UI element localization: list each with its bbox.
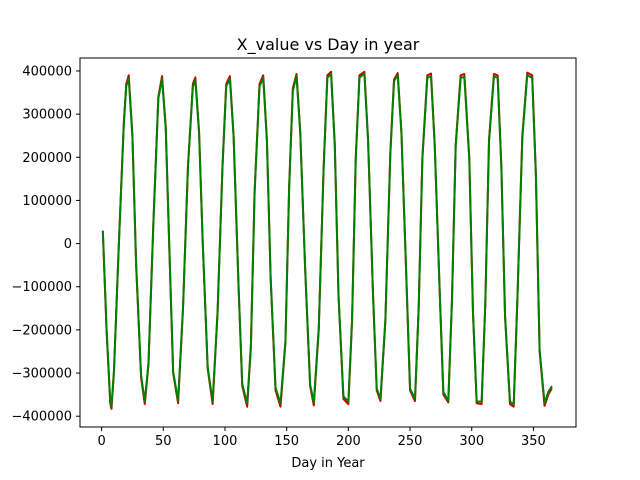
x-tick-label: 50 xyxy=(155,434,172,449)
plot-area xyxy=(79,57,577,428)
x-tick-label: 0 xyxy=(97,434,105,449)
y-tick-label: −100000 xyxy=(11,280,72,295)
y-tick-label: −300000 xyxy=(11,367,72,382)
x-tick-label: 250 xyxy=(398,434,423,449)
x-tick-label: 350 xyxy=(521,434,546,449)
y-tick-label: 0 xyxy=(64,237,72,252)
y-axis-ticks: −400000 −300000 −200000 −100000 0 100000 20000… xyxy=(11,64,80,425)
y-tick-label: −400000 xyxy=(11,410,72,425)
y-tick-label: 300000 xyxy=(22,108,72,123)
series-line-2 xyxy=(101,72,553,408)
y-tick-label: 200000 xyxy=(22,151,72,166)
x-axis-title: Day in Year xyxy=(291,456,365,471)
x-tick-label: 150 xyxy=(274,434,299,449)
chart-title: X_value vs Day in year xyxy=(237,35,420,55)
y-tick-label: 100000 xyxy=(22,194,72,209)
plot-frame xyxy=(79,57,577,428)
y-tick-label: 400000 xyxy=(22,64,72,79)
plot-background xyxy=(80,58,576,427)
x-tick-label: 200 xyxy=(336,434,361,449)
y-tick-label: −200000 xyxy=(11,323,72,338)
x-axis-ticks: 0 50 100 150 200 250 300 350 xyxy=(97,427,546,449)
x-tick-label: 300 xyxy=(459,434,484,449)
series-layer xyxy=(101,70,553,410)
x-tick-label: 100 xyxy=(213,434,238,449)
